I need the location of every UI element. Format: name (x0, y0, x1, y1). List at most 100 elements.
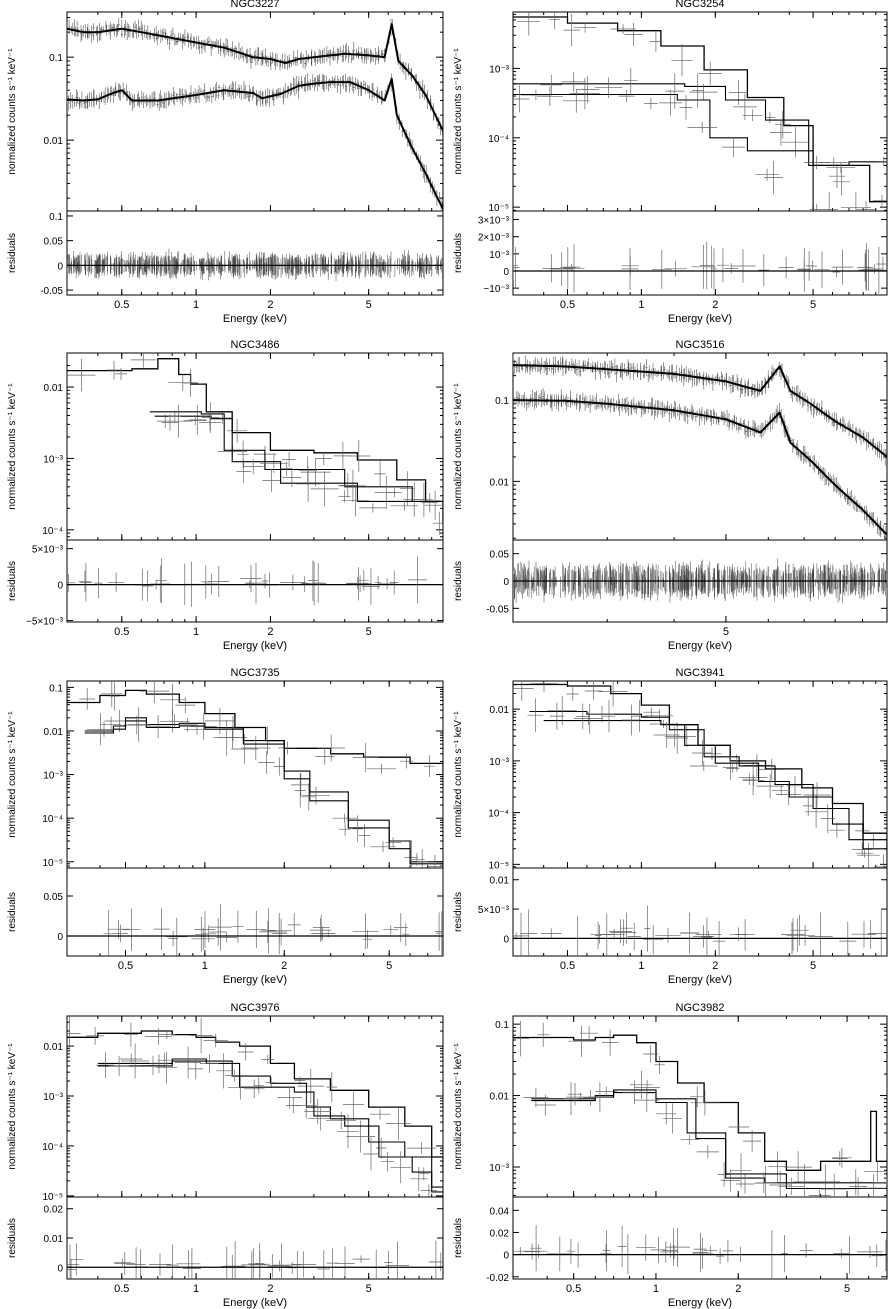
spectrum-y-label: normalized counts s⁻¹ keV⁻¹ (7, 383, 18, 510)
panel-ngc3976: NGC3976 normalized counts s⁻¹ keV⁻¹ residu… (7, 1002, 444, 1309)
x-axis-label: Energy (keV) (223, 313, 287, 325)
panel-title: NGC3735 (231, 667, 280, 679)
y-tick-label: 10⁻³ (43, 454, 63, 465)
residual-tick-label: 0 (57, 1263, 63, 1274)
panel-title: NGC3982 (676, 1002, 725, 1014)
residual-points (67, 556, 428, 607)
y-tick-label: 10⁻⁵ (488, 203, 509, 214)
panel-ngc3516: NGC3516 normalized counts s⁻¹ keV⁻¹ residu… (453, 339, 888, 652)
y-tick-label: 10⁻⁵ (42, 858, 63, 869)
x-tick-label: 1 (653, 1283, 659, 1295)
x-tick-label: 2 (281, 960, 287, 972)
panel-ngc3254: NGC3254 normalized counts s⁻¹ keV⁻¹ residu… (453, 0, 888, 325)
y-tick-label: 10⁻⁴ (42, 1142, 63, 1153)
residual-y-label: residuals (453, 561, 464, 601)
x-tick-label: 1 (638, 299, 644, 311)
y-tick-label: 0.01 (490, 705, 510, 716)
data-points (517, 12, 887, 206)
model-curve (67, 23, 443, 132)
data-points (92, 709, 428, 868)
data-points (87, 707, 443, 868)
panel-ngc3982: NGC3982 normalized counts s⁻¹ keV⁻¹ residu… (453, 1002, 888, 1309)
y-tick-label: 0.01 (44, 1042, 64, 1053)
panel-title: NGC3254 (676, 0, 725, 10)
residual-frame (66, 867, 444, 957)
model-step (531, 1092, 887, 1184)
y-tick-label: 10⁻⁵ (488, 860, 509, 871)
y-tick-label: 10⁻⁴ (42, 814, 63, 825)
data-area (67, 17, 443, 211)
residual-frame (66, 210, 444, 296)
x-tick-label: 5 (810, 960, 816, 972)
spectrum-frame (512, 1015, 888, 1198)
residual-points (513, 241, 887, 294)
data-points (67, 1016, 436, 1154)
panel-ngc3735: NGC3735 normalized counts s⁻¹ keV⁻¹ residu… (7, 667, 444, 986)
x-tick-label: 0.5 (114, 626, 129, 638)
residual-points (513, 1225, 887, 1279)
residual-tick-label: 5×10⁻³ (32, 545, 64, 556)
residual-tick-label: 0.1 (49, 212, 63, 223)
residual-tick-label: 0.04 (490, 1206, 510, 1217)
residual-tick-label: -0.05 (486, 604, 509, 615)
data-points (67, 17, 443, 136)
model-step (513, 16, 887, 203)
y-tick-label: 10⁻³ (489, 1163, 509, 1174)
data-area (67, 1016, 443, 1197)
residual-frame (512, 210, 888, 296)
y-tick-label: 10⁻³ (43, 771, 63, 782)
residual-points (513, 558, 887, 604)
residual-tick-label: 0 (503, 577, 509, 588)
spectrum-y-label: normalized counts s⁻¹ keV⁻¹ (453, 383, 464, 510)
residual-tick-label: 2×10⁻³ (478, 233, 510, 244)
y-tick-label: 0.01 (44, 136, 64, 147)
x-tick-label: 5 (366, 626, 372, 638)
model-step (513, 683, 887, 849)
residual-tick-label: 0.02 (490, 1228, 510, 1239)
model-curve (67, 77, 443, 209)
panel-title: NGC3227 (231, 0, 280, 10)
x-tick-label: 5 (844, 1283, 850, 1295)
x-tick-label: 2 (267, 299, 273, 311)
x-tick-label: 1 (638, 960, 644, 972)
y-tick-label: 10⁻³ (43, 1092, 63, 1103)
data-area (67, 353, 443, 535)
residual-y-label: residuals (453, 892, 464, 932)
data-points (96, 1046, 430, 1191)
residual-tick-label: 0 (57, 581, 63, 592)
x-tick-label: 1 (193, 626, 199, 638)
residual-y-label: residuals (7, 1218, 18, 1258)
spectrum-frame (66, 11, 444, 212)
residual-y-label: residuals (453, 1218, 464, 1258)
x-tick-label: 5 (366, 1283, 372, 1295)
y-tick-label: 0.01 (490, 477, 510, 488)
spectrum-y-label: normalized counts s⁻¹ keV⁻¹ (7, 711, 18, 838)
spectrum-frame (512, 680, 888, 869)
data-points (513, 77, 876, 211)
panel-title: NGC3486 (231, 339, 280, 351)
model-step (531, 1089, 887, 1190)
y-tick-label: 0.01 (490, 1092, 510, 1103)
x-tick-label: 0.5 (114, 1283, 129, 1295)
y-tick-label: 0.1 (49, 683, 63, 694)
residual-frame (66, 539, 444, 623)
y-tick-label: 0.01 (44, 727, 64, 738)
x-axis-label: Energy (keV) (223, 974, 287, 986)
model-step (513, 83, 887, 166)
x-axis-label: Energy (keV) (668, 640, 732, 652)
model-step (543, 720, 887, 866)
residual-tick-label: 3×10⁻³ (478, 216, 510, 227)
x-tick-label: 2 (267, 1283, 273, 1295)
panel-ngc3941: NGC3941 normalized counts s⁻¹ keV⁻¹ residu… (453, 667, 888, 986)
data-points (156, 404, 443, 535)
model-step (67, 1030, 443, 1173)
residual-tick-label: -0.02 (486, 1273, 509, 1284)
x-tick-label: 0.5 (118, 960, 133, 972)
y-tick-label: 10⁻⁴ (488, 134, 509, 145)
model-step (513, 93, 887, 211)
residual-y-label: residuals (7, 892, 18, 932)
model-step (154, 415, 443, 502)
y-tick-label: 10⁻³ (489, 64, 509, 75)
y-tick-label: 0.1 (49, 53, 63, 64)
data-area (513, 12, 887, 211)
